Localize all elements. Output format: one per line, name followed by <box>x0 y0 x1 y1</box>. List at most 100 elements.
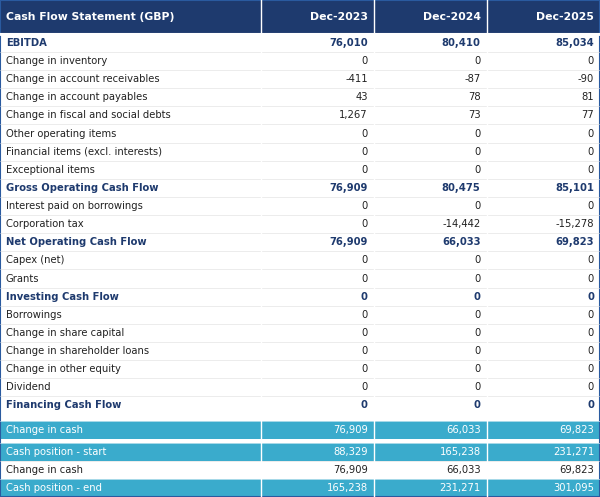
Bar <box>0 461 261 479</box>
Bar <box>487 215 600 233</box>
Text: 88,329: 88,329 <box>333 447 368 457</box>
Bar <box>374 479 487 497</box>
Bar <box>261 360 374 378</box>
Bar <box>487 306 600 324</box>
Bar <box>487 378 600 397</box>
Text: 0: 0 <box>588 364 594 374</box>
Text: EBITDA: EBITDA <box>6 38 47 48</box>
Bar <box>261 233 374 251</box>
Bar <box>0 0 261 34</box>
Text: 0: 0 <box>361 292 368 302</box>
Bar <box>0 215 261 233</box>
Bar <box>0 306 261 324</box>
Text: 165,238: 165,238 <box>439 447 481 457</box>
Text: 231,271: 231,271 <box>553 447 594 457</box>
Bar <box>261 269 374 288</box>
Text: -87: -87 <box>464 74 481 84</box>
Text: 0: 0 <box>474 292 481 302</box>
Bar <box>487 269 600 288</box>
Text: 0: 0 <box>588 346 594 356</box>
Text: Net Operating Cash Flow: Net Operating Cash Flow <box>6 237 146 248</box>
Bar <box>374 88 487 106</box>
Bar <box>374 106 487 124</box>
Text: 0: 0 <box>588 382 594 392</box>
Text: 80,410: 80,410 <box>442 38 481 48</box>
Bar <box>487 288 600 306</box>
Text: 0: 0 <box>475 201 481 211</box>
Bar <box>261 461 374 479</box>
Bar <box>487 179 600 197</box>
Bar <box>374 124 487 143</box>
Text: Change in account receivables: Change in account receivables <box>6 74 160 84</box>
Text: Other operating items: Other operating items <box>6 129 116 139</box>
Text: 66,033: 66,033 <box>442 237 481 248</box>
Bar <box>487 443 600 461</box>
Text: 0: 0 <box>362 382 368 392</box>
Bar <box>261 342 374 360</box>
Bar <box>374 34 487 52</box>
Text: 43: 43 <box>355 92 368 102</box>
Text: Dividend: Dividend <box>6 382 50 392</box>
Text: 165,238: 165,238 <box>326 483 368 493</box>
Text: 0: 0 <box>362 165 368 175</box>
Bar <box>261 306 374 324</box>
Bar <box>374 324 487 342</box>
Text: -90: -90 <box>578 74 594 84</box>
Text: Change in share capital: Change in share capital <box>6 328 124 338</box>
Text: Dec-2025: Dec-2025 <box>536 12 594 22</box>
Text: Change in shareholder loans: Change in shareholder loans <box>6 346 149 356</box>
Bar <box>261 161 374 179</box>
Bar <box>0 251 261 269</box>
Text: 0: 0 <box>588 310 594 320</box>
Bar <box>487 124 600 143</box>
Bar <box>261 251 374 269</box>
Text: 76,909: 76,909 <box>329 237 368 248</box>
Bar <box>0 378 261 397</box>
Text: 0: 0 <box>588 56 594 66</box>
Bar <box>374 360 487 378</box>
Text: 73: 73 <box>468 110 481 120</box>
Text: 0: 0 <box>475 255 481 265</box>
Bar <box>0 342 261 360</box>
Bar <box>487 143 600 161</box>
Bar <box>261 420 374 439</box>
Text: 0: 0 <box>362 56 368 66</box>
Bar <box>374 288 487 306</box>
Bar <box>487 461 600 479</box>
Bar <box>0 435 600 439</box>
Text: 76,909: 76,909 <box>329 183 368 193</box>
Bar <box>0 106 261 124</box>
Text: 0: 0 <box>362 219 368 229</box>
Text: Change in other equity: Change in other equity <box>6 364 121 374</box>
Text: 69,823: 69,823 <box>556 237 594 248</box>
Text: 0: 0 <box>475 56 481 66</box>
Text: Interest paid on borrowings: Interest paid on borrowings <box>6 201 143 211</box>
Text: 0: 0 <box>362 273 368 284</box>
Bar <box>487 106 600 124</box>
Text: 0: 0 <box>475 328 481 338</box>
Text: 0: 0 <box>361 401 368 411</box>
Bar <box>374 420 487 439</box>
Text: -411: -411 <box>345 74 368 84</box>
Text: 231,271: 231,271 <box>439 483 481 493</box>
Text: 0: 0 <box>362 255 368 265</box>
Text: 0: 0 <box>475 364 481 374</box>
Text: Corporation tax: Corporation tax <box>6 219 83 229</box>
Text: 85,101: 85,101 <box>555 183 594 193</box>
Text: 81: 81 <box>581 92 594 102</box>
Bar <box>0 124 261 143</box>
Bar <box>374 215 487 233</box>
Bar <box>0 409 600 414</box>
Text: 0: 0 <box>588 273 594 284</box>
Text: 0: 0 <box>588 129 594 139</box>
Bar <box>374 143 487 161</box>
Text: Change in fiscal and social debts: Change in fiscal and social debts <box>6 110 171 120</box>
Bar <box>0 479 261 497</box>
Bar <box>374 378 487 397</box>
Text: 77: 77 <box>581 110 594 120</box>
Text: 0: 0 <box>362 328 368 338</box>
Text: 0: 0 <box>475 346 481 356</box>
Text: 0: 0 <box>362 147 368 157</box>
Text: 0: 0 <box>587 292 594 302</box>
Bar <box>374 70 487 88</box>
